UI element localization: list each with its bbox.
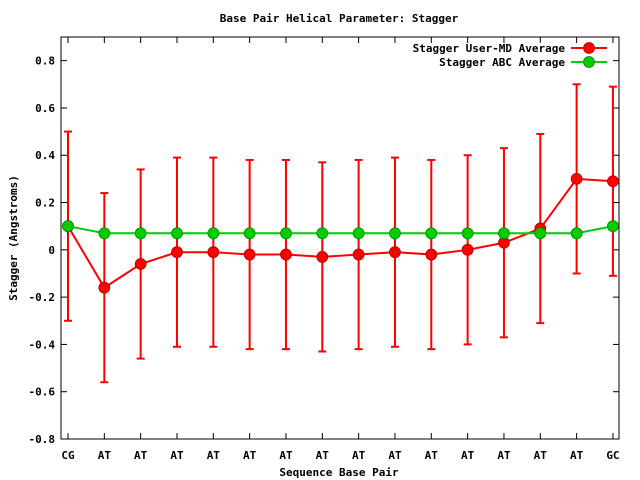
data-point-abc <box>207 227 220 240</box>
data-point-user-md <box>316 251 329 263</box>
data-point-abc <box>607 220 619 233</box>
data-point-abc <box>280 227 292 240</box>
data-point-abc <box>389 227 401 240</box>
y-tick-label: -0.2 <box>29 291 56 304</box>
y-tick-label: 0.4 <box>35 149 55 162</box>
x-tick-label: AT <box>243 449 257 462</box>
y-axis: -0.8 -0.6 -0.4 -0.2 0 0.2 0.4 0.6 0.8 <box>29 55 619 446</box>
y-axis-label: Stagger (Angstroms) <box>7 175 20 301</box>
data-point-abc <box>461 227 474 240</box>
x-tick-label: AT <box>461 449 475 462</box>
x-tick-label: AT <box>207 449 221 462</box>
legend-label: Stagger ABC Average <box>439 56 565 69</box>
chart-title: Base Pair Helical Parameter: Stagger <box>220 12 459 25</box>
y-tick-label: -0.8 <box>29 433 56 446</box>
y-tick-label: -0.6 <box>29 386 56 399</box>
data-point-user-md <box>134 258 147 270</box>
series-layer <box>62 83 619 384</box>
data-point-user-md <box>171 246 183 259</box>
x-tick-label: AT <box>425 449 439 462</box>
data-point-user-md <box>607 175 619 188</box>
x-tick-label: AT <box>316 449 330 462</box>
data-point-abc <box>425 227 438 240</box>
x-tick-label: AT <box>352 449 366 462</box>
series-line-user-md <box>67 177 614 290</box>
x-tick-label: AT <box>497 449 511 462</box>
data-point-abc <box>352 227 365 240</box>
data-point-abc <box>243 227 256 240</box>
data-point-user-md <box>425 248 438 261</box>
plot-frame <box>60 36 620 440</box>
legend-marker <box>583 56 595 68</box>
data-point-user-md <box>98 281 111 294</box>
series-line-abc <box>67 225 614 235</box>
x-tick-label: AT <box>134 449 148 462</box>
x-tick-label: AT <box>98 449 112 462</box>
data-point-abc <box>498 227 510 240</box>
x-tick-label: AT <box>570 449 584 462</box>
data-point-user-md <box>461 243 474 256</box>
x-tick-label: GC <box>606 449 619 462</box>
data-point-abc <box>570 227 583 240</box>
x-tick-label: AT <box>534 449 548 462</box>
data-point-user-md <box>207 246 220 259</box>
data-point-abc <box>98 227 111 240</box>
y-tick-label: 0.8 <box>35 55 55 68</box>
x-tick-label: AT <box>279 449 293 462</box>
legend-label: Stagger User-MD Average <box>413 42 566 55</box>
data-point-abc <box>134 227 147 240</box>
data-point-user-md <box>243 248 256 261</box>
x-axis: CG AT AT AT AT AT AT AT AT AT AT AT AT AT AT GC <box>61 37 620 462</box>
data-point-abc <box>316 227 329 240</box>
data-point-user-md <box>389 246 401 259</box>
x-tick-label: CG <box>61 449 75 462</box>
y-tick-label: 0.6 <box>35 102 55 115</box>
data-point-abc <box>171 227 183 240</box>
data-point-abc <box>534 227 547 240</box>
data-point-user-md <box>352 248 365 261</box>
y-tick-label: 0 <box>48 244 55 257</box>
x-axis-label: Sequence Base Pair <box>279 466 399 479</box>
x-tick-label: AT <box>388 449 402 462</box>
data-point-abc <box>62 220 74 233</box>
x-tick-label: AT <box>170 449 184 462</box>
legend-marker <box>583 42 595 54</box>
y-tick-label: -0.4 <box>29 338 56 351</box>
y-tick-label: 0.2 <box>35 197 55 210</box>
data-point-user-md <box>570 172 583 185</box>
data-point-user-md <box>280 248 292 261</box>
